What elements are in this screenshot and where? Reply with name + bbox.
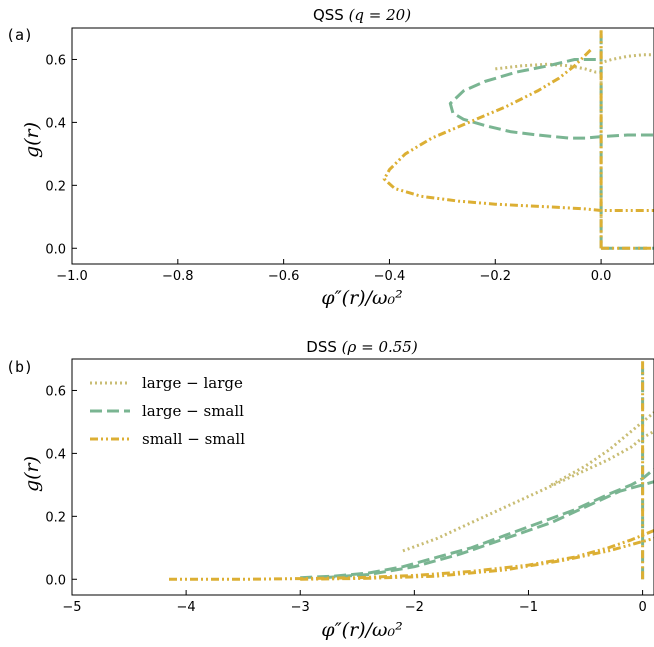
panel-a-series-2 <box>448 58 654 140</box>
panel-b-series-5 <box>169 529 654 581</box>
panel-a-ytick-label-0: 0.0 <box>45 242 66 257</box>
legend-label-large-small: large − small <box>142 402 244 420</box>
panel-b-xtick-label-3: −2 <box>405 600 424 615</box>
panel-b-legend: large − large large − small small − smal… <box>90 374 245 448</box>
panel-b-series-6 <box>300 536 654 581</box>
panel-b-xtick-label-0: −5 <box>62 600 81 615</box>
panel-b-series-1 <box>550 411 654 487</box>
panel-b-xlabel: φ″(r)/ω₀² <box>321 619 402 641</box>
panel-b-xtick-label-1: −4 <box>177 600 196 615</box>
panel-a-xtick-label-3: −0.4 <box>374 269 406 284</box>
panel-a-ytick-label-3: 0.6 <box>45 53 66 68</box>
panel-a-ticks: −1.0 −0.8 −0.6 −0.4 −0.2 0.0 0.0 0.2 0.4 0.6 <box>45 53 611 284</box>
panel-a-xlabel: φ″(r)/ω₀² <box>321 287 402 309</box>
panel-a-title: QSS (q = 20) <box>313 6 411 24</box>
panel-b-ytick-label-3: 0.6 <box>45 384 66 399</box>
panel-b-ytick-label-1: 0.2 <box>45 510 66 525</box>
panel-b-title: DSS (ρ = 0.55) <box>306 338 418 356</box>
panel-b-xtick-label-4: −1 <box>519 600 538 615</box>
panel-a-xtick-label-2: −0.6 <box>268 269 300 284</box>
panel-b-frame <box>71 358 654 596</box>
panel-b-series-3 <box>322 480 654 580</box>
panel-a-xtick-label-5: 0.0 <box>591 269 612 284</box>
panel-a-xtick-label-1: −0.8 <box>162 269 194 284</box>
panel-a-ylabel: g(r) <box>21 122 43 158</box>
legend-label-small-small: small − small <box>142 430 245 448</box>
panel-a-xtick-label-4: −0.2 <box>479 269 511 284</box>
panel-b-xtick-label-5: 0 <box>638 600 646 615</box>
panel-b-ytick-label-0: 0.0 <box>45 573 66 588</box>
panel-b-series-2 <box>300 467 654 580</box>
panel-b-ticks: −5 −4 −3 −2 −1 0 0.0 0.2 0.4 0.6 <box>45 384 646 615</box>
panel-a-xtick-label-0: −1.0 <box>56 269 88 284</box>
panel-a-ytick-label-1: 0.2 <box>45 179 66 194</box>
panel-a-series-5 <box>382 48 654 212</box>
panel-b: (b) DSS (ρ = 0.55) φ″(r)/ω₀² g(r) −5 −4 −3… <box>6 338 654 641</box>
panel-a: (a) QSS (q = 20) φ″(r)/ω₀² g(r) −1.0 −0.8… <box>6 6 654 309</box>
panel-a-series <box>382 28 654 250</box>
panel-b-series-0 <box>402 430 654 553</box>
panel-b-xtick-label-2: −3 <box>291 600 310 615</box>
panel-b-label: (b) <box>6 358 33 376</box>
panel-b-ytick-label-2: 0.4 <box>45 447 66 462</box>
panel-b-series <box>169 359 654 581</box>
panel-a-label: (a) <box>6 26 33 44</box>
panel-a-series-0 <box>495 53 654 74</box>
legend-label-large-large: large − large <box>142 374 243 392</box>
panel-a-frame <box>71 27 654 265</box>
panel-b-ylabel: g(r) <box>21 456 43 492</box>
panel-a-ytick-label-2: 0.4 <box>45 116 66 131</box>
